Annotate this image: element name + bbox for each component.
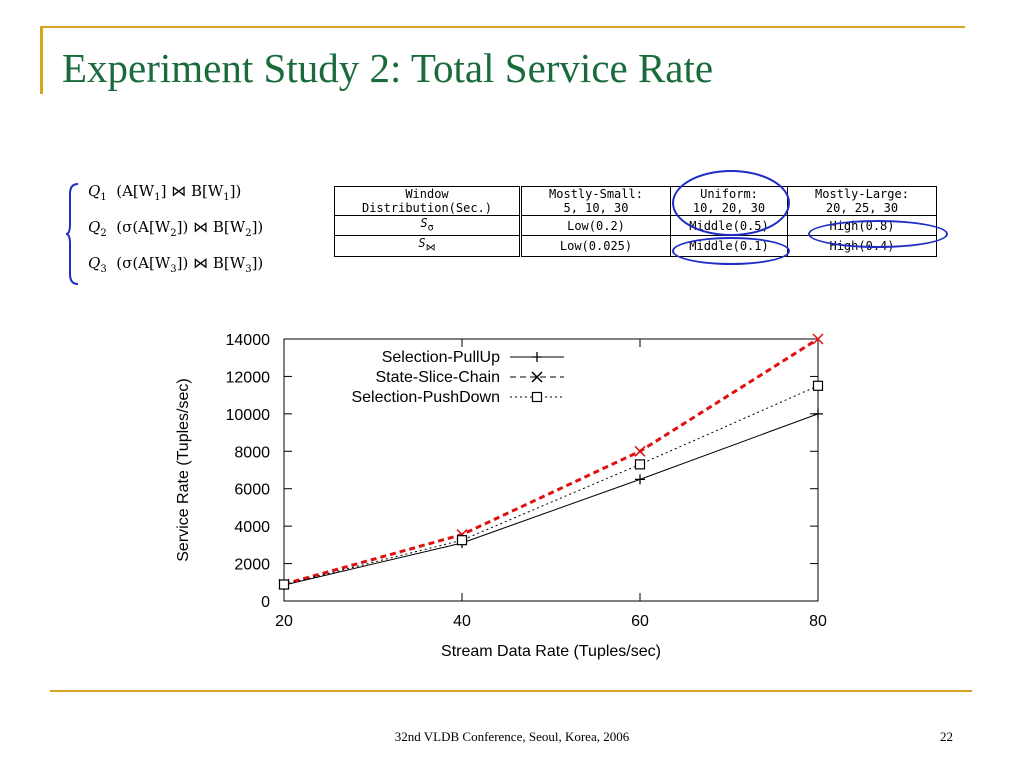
series-line (283, 413, 819, 586)
data-point (812, 333, 824, 345)
query-1: Q1 (A[W1] ⋈ B[W1]) (88, 182, 242, 203)
y-tick-label: 6000 (234, 482, 270, 499)
footer-text: 32nd VLDB Conference, Seoul, Korea, 2006 (394, 729, 630, 744)
data-point (813, 408, 823, 419)
x-tick-label: 80 (809, 613, 827, 630)
y-tick-label: 8000 (234, 444, 270, 461)
header-mostly-small: Mostly-Small: 5, 10, 30 (520, 186, 671, 216)
x-axis-label: Stream Data Rate (Tuples/sec) (441, 643, 661, 660)
legend-marker (532, 352, 542, 362)
middle-highlight-circle (672, 237, 790, 265)
y-tick-label: 14000 (226, 332, 271, 349)
x-tick-label: 20 (275, 613, 293, 630)
row-label-s-join: S⋈ (334, 235, 522, 257)
top-rule (40, 26, 965, 28)
y-tick-label: 4000 (234, 519, 270, 536)
header-mostly-large: Mostly-Large: 20, 25, 30 (787, 186, 937, 216)
legend-label: State-Slice-Chain (376, 369, 501, 386)
table-header-row: Window Distribution(Sec.) Mostly-Small: 5,… (334, 186, 937, 216)
plot-frame (283, 338, 819, 602)
data-point (278, 579, 290, 590)
query-2: Q2 (σ(A[W2]) ⋈ B[W2]) (88, 218, 264, 239)
table-cell: Low(0.2) (520, 214, 671, 237)
left-brace-icon (66, 183, 79, 285)
legend-marker (531, 371, 543, 383)
y-tick-label: 0 (261, 594, 270, 611)
page-number: 22 (940, 729, 953, 744)
bottom-rule (50, 690, 972, 692)
header-window: Window Distribution(Sec.) (334, 186, 522, 216)
x-tick-label: 40 (453, 613, 471, 630)
row-label-s-sigma: Sσ (334, 214, 522, 237)
legend-label: Selection-PushDown (351, 389, 500, 406)
legend-label: Selection-PullUp (382, 349, 500, 366)
data-point (634, 445, 646, 457)
table-cell: Low(0.025) (520, 235, 671, 257)
series-line (283, 385, 819, 586)
x-tick-label: 60 (631, 613, 649, 630)
service-rate-chart: 0 2000 4000 6000 8000 10000 12000 14000 20 40 60 80… (175, 332, 827, 660)
title-accent-bar (40, 26, 43, 94)
high-highlight-circle (808, 220, 948, 248)
query-3: Q3 (σ(A[W3]) ⋈ B[W3]) (88, 254, 264, 275)
series-line (283, 337, 819, 586)
legend-marker (531, 391, 543, 403)
slide-title: Experiment Study 2: Total Service Rate (62, 45, 714, 91)
data-point (812, 380, 824, 391)
data-point (634, 459, 646, 470)
uniform-highlight-circle (672, 170, 790, 236)
data-point (456, 535, 468, 546)
y-tick-label: 12000 (226, 369, 271, 386)
y-axis-label: Service Rate (Tuples/sec) (175, 378, 192, 561)
data-point (635, 474, 645, 485)
y-tick-label: 2000 (234, 557, 270, 574)
y-tick-label: 10000 (226, 407, 271, 424)
